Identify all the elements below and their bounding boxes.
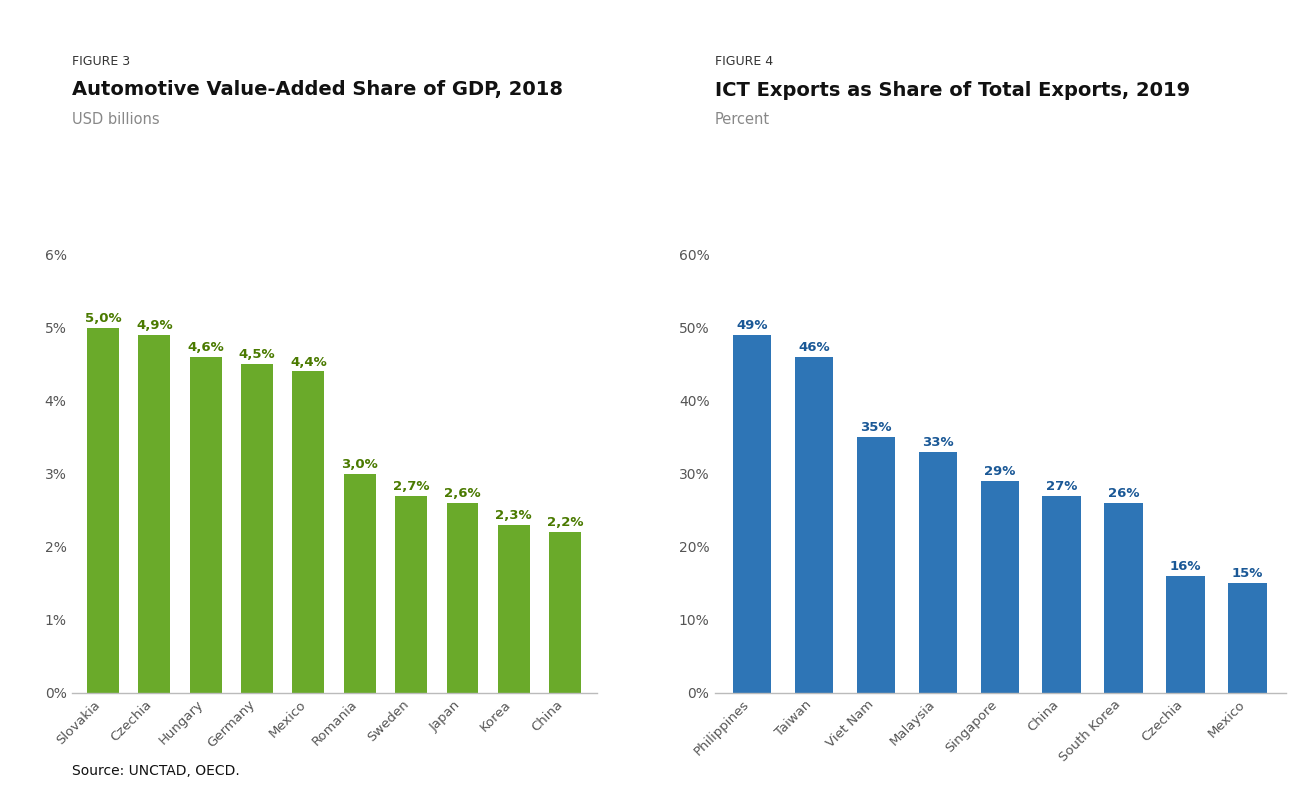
Text: 49%: 49% — [736, 319, 768, 332]
Bar — [190, 357, 222, 693]
Bar — [1105, 503, 1143, 693]
Bar — [918, 451, 956, 693]
Text: 3,0%: 3,0% — [341, 458, 378, 470]
Bar — [344, 474, 375, 693]
Bar — [857, 437, 895, 693]
Bar — [795, 357, 833, 693]
Bar — [733, 335, 771, 693]
Bar — [1166, 576, 1204, 693]
Bar — [1228, 583, 1266, 693]
Text: ICT Exports as Share of Total Exports, 2019: ICT Exports as Share of Total Exports, 2… — [715, 80, 1190, 100]
Text: FIGURE 3: FIGURE 3 — [72, 55, 130, 68]
Text: 35%: 35% — [861, 421, 892, 434]
Bar — [980, 481, 1019, 693]
Bar — [1043, 495, 1081, 693]
Text: 15%: 15% — [1232, 568, 1263, 580]
Bar — [138, 335, 171, 693]
Bar — [293, 372, 324, 693]
Text: 2,3%: 2,3% — [496, 509, 533, 522]
Text: 2,7%: 2,7% — [392, 480, 429, 493]
Bar — [550, 532, 581, 693]
Text: 46%: 46% — [798, 341, 830, 354]
Text: FIGURE 4: FIGURE 4 — [715, 55, 773, 68]
Text: 2,6%: 2,6% — [443, 487, 480, 500]
Bar — [497, 525, 530, 693]
Text: 4,6%: 4,6% — [188, 341, 224, 354]
Bar — [241, 364, 273, 693]
Text: Source: UNCTAD, OECD.: Source: UNCTAD, OECD. — [72, 764, 240, 778]
Text: 33%: 33% — [922, 436, 954, 449]
Text: 4,9%: 4,9% — [136, 319, 173, 332]
Text: 26%: 26% — [1107, 487, 1139, 500]
Text: 4,4%: 4,4% — [290, 356, 327, 369]
Text: 5,0%: 5,0% — [85, 312, 121, 325]
Text: Automotive Value-Added Share of GDP, 2018: Automotive Value-Added Share of GDP, 201… — [72, 80, 563, 100]
Text: 4,5%: 4,5% — [239, 349, 276, 361]
Text: Percent: Percent — [715, 112, 770, 127]
Bar — [395, 495, 426, 693]
Text: 2,2%: 2,2% — [547, 516, 584, 529]
Bar — [446, 503, 479, 693]
Bar — [87, 328, 119, 693]
Text: 27%: 27% — [1046, 480, 1077, 493]
Text: 16%: 16% — [1170, 560, 1202, 573]
Text: 29%: 29% — [984, 465, 1015, 478]
Text: USD billions: USD billions — [72, 112, 160, 127]
